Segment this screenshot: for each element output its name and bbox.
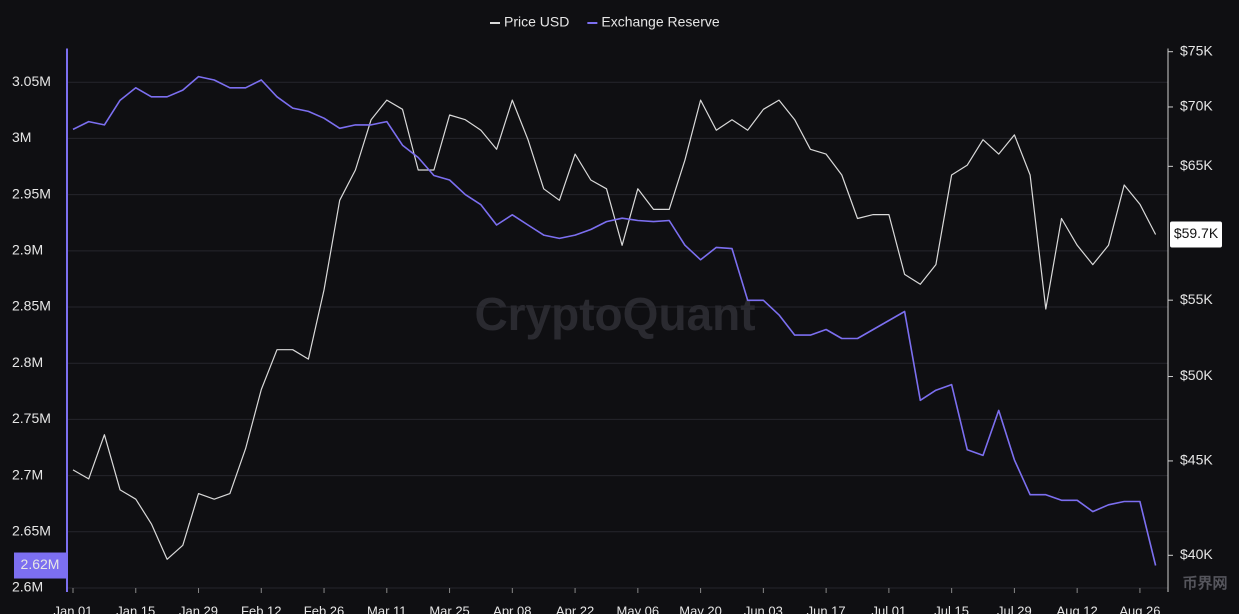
legend-label: Price USD xyxy=(504,14,569,30)
y2-tick-label: $70K xyxy=(1180,98,1213,114)
x-tick-label: May 06 xyxy=(617,603,660,614)
x-tick-label: Feb 26 xyxy=(304,603,344,614)
current-badge xyxy=(14,552,66,579)
x-tick-label: Jan 15 xyxy=(116,603,155,614)
series-line xyxy=(72,99,1157,560)
y-tick-label: 2.8M xyxy=(12,354,43,370)
x-tick-label: Mar 25 xyxy=(429,603,469,614)
y-tick-label: 3M xyxy=(12,129,31,145)
x-tick-label: Feb 12 xyxy=(241,603,281,614)
y-tick-label: 2.95M xyxy=(12,185,51,201)
current-badge xyxy=(1170,221,1222,248)
legend-label: Exchange Reserve xyxy=(601,14,720,30)
x-tick-label: Jan 01 xyxy=(53,603,92,614)
x-tick-label: Mar 11 xyxy=(367,603,407,614)
y-tick-label: 2.7M xyxy=(12,466,43,482)
y-tick-label: 2.6M xyxy=(12,579,43,595)
y2-tick-label: $75K xyxy=(1180,42,1213,58)
x-tick-label: Jun 17 xyxy=(807,603,846,614)
x-tick-label: Jul 29 xyxy=(997,603,1032,614)
y-tick-label: 2.75M xyxy=(12,410,51,426)
y-tick-label: 2.65M xyxy=(12,523,51,539)
y-tick-label: 2.9M xyxy=(12,242,43,258)
x-tick-label: May 20 xyxy=(679,603,722,614)
x-tick-label: Aug 12 xyxy=(1057,603,1098,614)
x-tick-label: Jun 03 xyxy=(744,603,783,614)
current-label: 2.62M xyxy=(21,556,60,572)
y-tick-label: 2.85M xyxy=(12,298,51,314)
x-tick-label: Aug 26 xyxy=(1119,603,1160,614)
x-tick-label: Jul 01 xyxy=(872,603,907,614)
x-tick-label: Jul 15 xyxy=(934,603,969,614)
logo: 币界网 xyxy=(1182,575,1227,592)
y2-tick-label: $40K xyxy=(1180,546,1213,562)
current-label: $59.7K xyxy=(1174,225,1219,241)
y-tick-label: 3.05M xyxy=(12,73,51,89)
y2-tick-label: $65K xyxy=(1180,157,1213,173)
y2-tick-label: $50K xyxy=(1180,367,1213,383)
x-tick-label: Apr 08 xyxy=(493,603,531,614)
y2-tick-label: $45K xyxy=(1180,452,1213,468)
series-line xyxy=(72,75,1157,566)
watermark: CryptoQuant xyxy=(474,288,755,340)
x-tick-label: Apr 22 xyxy=(556,603,594,614)
y2-tick-label: $55K xyxy=(1180,291,1213,307)
x-tick-label: Jan 29 xyxy=(179,603,218,614)
